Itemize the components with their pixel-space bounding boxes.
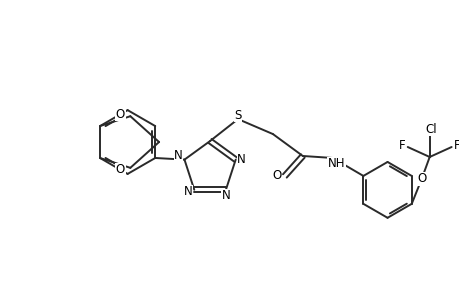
Text: N: N xyxy=(237,153,246,166)
Text: Cl: Cl xyxy=(425,123,437,136)
Text: O: O xyxy=(416,172,425,185)
Text: O: O xyxy=(116,163,125,176)
Text: N: N xyxy=(221,189,230,202)
Text: NH: NH xyxy=(327,158,345,170)
Text: F: F xyxy=(453,139,459,152)
Text: F: F xyxy=(397,139,404,152)
Text: O: O xyxy=(116,108,125,121)
Text: O: O xyxy=(272,169,281,182)
Text: N: N xyxy=(174,149,183,162)
Text: S: S xyxy=(234,109,241,122)
Text: N: N xyxy=(184,185,192,198)
